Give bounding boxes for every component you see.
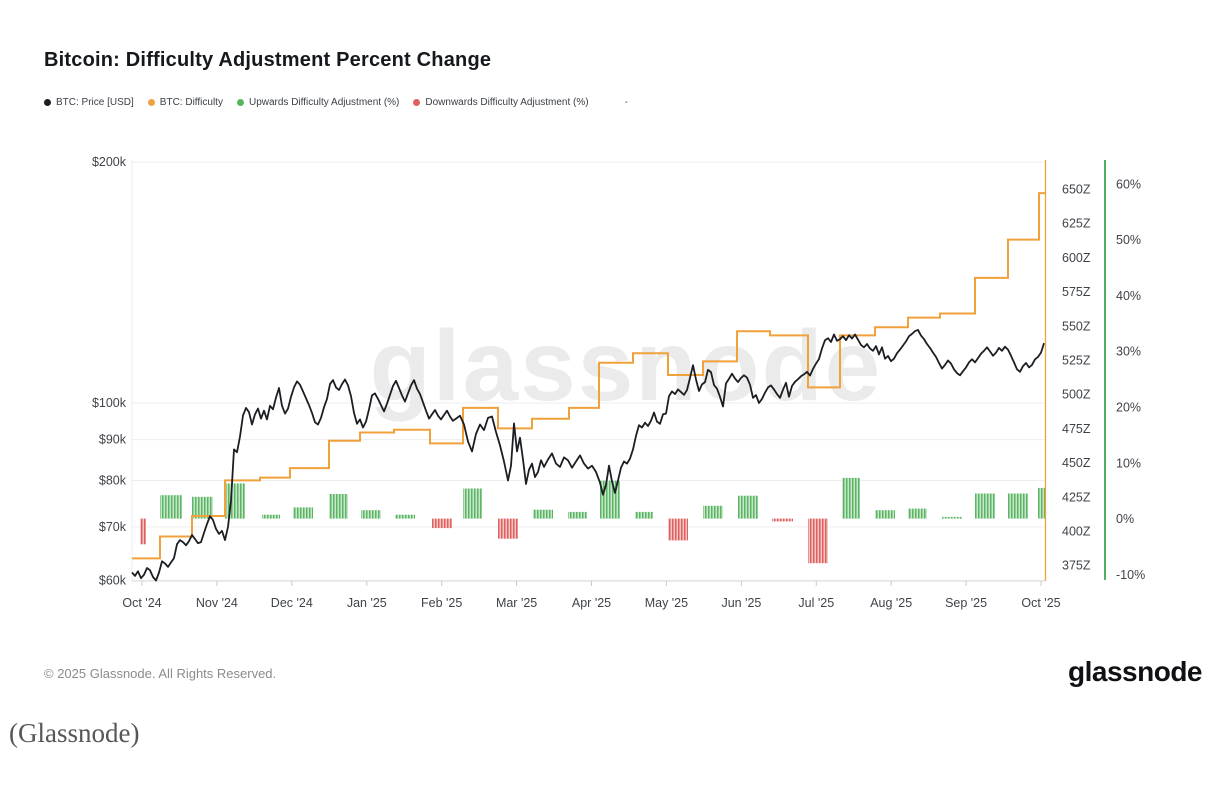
x-tick-label: Dec '24 — [271, 596, 313, 610]
price-tick-label: $60k — [99, 574, 127, 588]
difficulty-tick-label: 400Z — [1062, 525, 1091, 539]
legend-dot-icon — [147, 99, 155, 106]
upward-adjustment-bar — [1038, 487, 1045, 519]
legend-item-label: BTC: Price [USD] — [56, 97, 134, 108]
legend-item-label: Downwards Difficulty Adjustment (%) — [425, 97, 589, 108]
x-tick-label: Sep '25 — [945, 596, 987, 610]
upward-adjustment-bar — [463, 488, 482, 519]
percent-tick-label: 0% — [1116, 512, 1134, 526]
price-tick-label: $100k — [92, 396, 127, 410]
chart-legend: BTC: Price [USD] BTC: Difficulty Upwards D… — [44, 97, 628, 108]
x-tick-label: Feb '25 — [421, 596, 462, 610]
x-tick-label: Apr '25 — [572, 596, 611, 610]
upward-adjustment-bar — [568, 511, 587, 519]
legend-item-label: Upwards Difficulty Adjustment (%) — [248, 97, 400, 108]
upward-adjustment-bar — [875, 510, 895, 519]
upward-adjustment-bar — [738, 495, 758, 519]
difficulty-tick-label: 625Z — [1062, 217, 1091, 231]
price-tick-label: $200k — [92, 155, 127, 169]
difficulty-tick-label: 375Z — [1062, 559, 1091, 573]
legend-item-1[interactable]: BTC: Difficulty — [147, 97, 223, 108]
x-tick-label: Jan '25 — [347, 596, 387, 610]
upward-adjustment-bar — [908, 508, 927, 519]
percent-tick-label: 50% — [1116, 233, 1141, 247]
upward-adjustment-bar — [160, 495, 182, 519]
downward-adjustment-bar — [808, 518, 828, 564]
upward-adjustment-bar — [329, 494, 348, 519]
downward-adjustment-bar — [140, 518, 146, 545]
upward-adjustment-bar — [192, 496, 213, 519]
x-tick-label: Oct '25 — [1021, 596, 1060, 610]
footer-copyright: © 2025 Glassnode. All Rights Reserved. — [44, 666, 277, 681]
glassnode-logo: glassnode — [1068, 656, 1202, 687]
difficulty-tick-label: 600Z — [1062, 251, 1091, 265]
difficulty-line — [132, 192, 1045, 560]
x-tick-label: Mar '25 — [496, 596, 537, 610]
legend-item-2[interactable]: Upwards Difficulty Adjustment (%) — [236, 97, 400, 108]
x-tick-label: Jul '25 — [798, 596, 834, 610]
percent-tick-label: 60% — [1116, 177, 1141, 191]
percent-tick-label: -10% — [1116, 568, 1145, 582]
difficulty-tick-label: 650Z — [1062, 183, 1091, 197]
difficulty-tick-label: 475Z — [1062, 422, 1091, 436]
difficulty-tick-label: 450Z — [1062, 456, 1091, 470]
x-tick-label: Aug '25 — [870, 596, 912, 610]
percent-tick-label: 30% — [1116, 345, 1141, 359]
legend-dot-icon — [236, 99, 244, 106]
upward-adjustment-bar — [533, 509, 553, 519]
legend-dot-icon — [413, 99, 421, 106]
upward-adjustment-bar — [842, 477, 860, 519]
glassnode-watermark: glassnode — [370, 310, 883, 422]
downward-adjustment-bar — [432, 518, 452, 529]
upward-adjustment-bar — [262, 514, 280, 519]
difficulty-tick-label: 525Z — [1062, 354, 1091, 368]
legend-item-label: BTC: Difficulty — [159, 97, 223, 108]
upward-adjustment-bar — [1008, 493, 1028, 519]
percent-tick-label: 20% — [1116, 401, 1141, 415]
difficulty-tick-label: 500Z — [1062, 388, 1091, 402]
difficulty-tick-label: 575Z — [1062, 285, 1091, 299]
percent-tick-label: 40% — [1116, 289, 1141, 303]
upward-adjustment-bar — [975, 493, 995, 519]
x-tick-label: May '25 — [645, 596, 688, 610]
price-tick-label: $70k — [99, 520, 127, 534]
upward-adjustment-bar — [395, 514, 415, 519]
upward-adjustment-bar — [225, 483, 245, 519]
legend-item-0[interactable]: BTC: Price [USD] — [44, 97, 134, 108]
price-line — [131, 329, 1045, 582]
price-tick-label: $90k — [99, 433, 127, 447]
x-tick-label: Oct '24 — [122, 596, 161, 610]
percent-tick-label: 10% — [1116, 456, 1141, 470]
chart-title: Bitcoin: Difficulty Adjustment Percent C… — [44, 49, 492, 71]
downward-adjustment-bar — [772, 518, 793, 522]
upward-adjustment-bar — [293, 507, 313, 519]
x-tick-label: Nov '24 — [196, 596, 238, 610]
difficulty-tick-label: 425Z — [1062, 490, 1091, 504]
legend-extra-dash: - — [624, 97, 628, 108]
downward-adjustment-bar — [498, 518, 518, 539]
price-tick-label: $80k — [99, 474, 127, 488]
upward-adjustment-bar — [942, 516, 962, 519]
upward-adjustment-bar — [361, 510, 381, 519]
image-caption: (Glassnode) — [9, 718, 140, 748]
difficulty-tick-label: 550Z — [1062, 319, 1091, 333]
legend-item-3[interactable]: Downwards Difficulty Adjustment (%) — [413, 97, 589, 108]
legend-dot-icon — [44, 99, 51, 106]
downward-adjustment-bar — [668, 518, 688, 541]
upward-adjustment-bar — [635, 511, 653, 519]
x-tick-label: Jun '25 — [721, 596, 761, 610]
upward-adjustment-bar — [703, 505, 723, 519]
